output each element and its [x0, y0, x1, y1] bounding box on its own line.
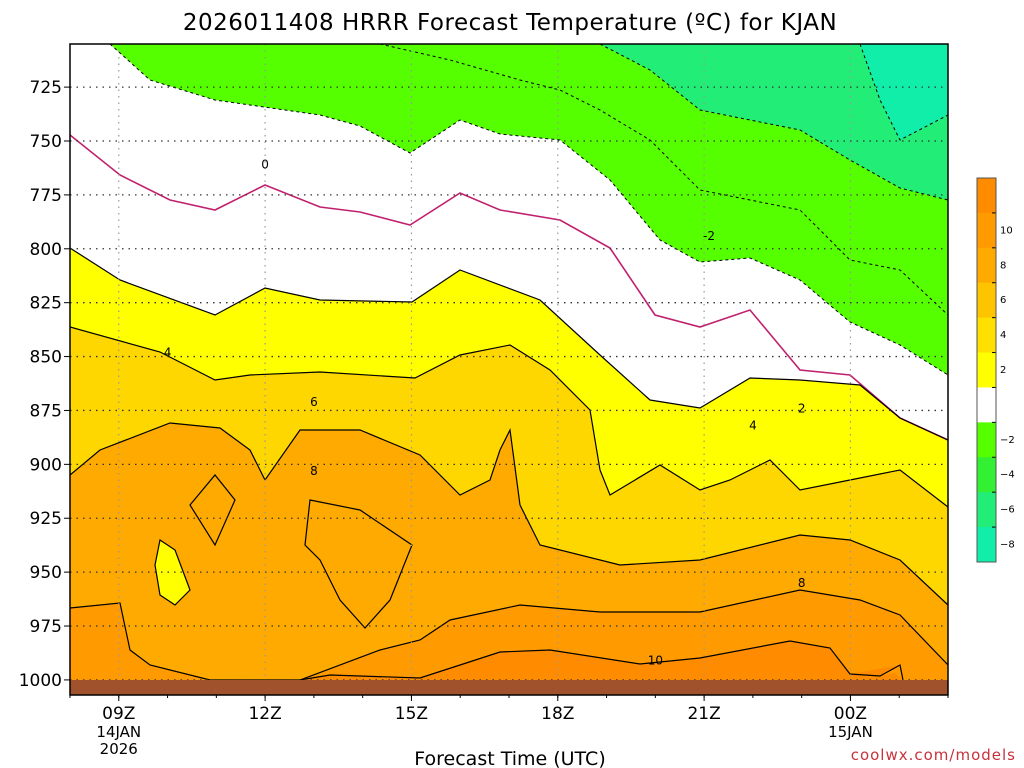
x-tick-label: 00Z [834, 704, 867, 724]
colorbar-label: 4 [1000, 330, 1006, 341]
fill-minus4-to-minus2c [110, 44, 948, 375]
y-tick-label: 725 [30, 78, 62, 98]
contour-label: -2 [703, 229, 715, 243]
vertical-gridlines [118, 44, 852, 695]
colorbar-swatch [977, 422, 996, 458]
colorbar-swatch [977, 317, 996, 354]
y-tick-label: 775 [30, 186, 62, 206]
colorbar-label: 8 [1000, 260, 1006, 271]
colorbar-frame [976, 177, 997, 563]
contour-line-6c [70, 422, 948, 606]
contour-line-4c [70, 326, 948, 508]
colorbar-swatch [977, 492, 996, 528]
x-tick-date: 2026 [100, 740, 138, 758]
contour-line-2c [70, 247, 948, 441]
chart-title: 2026011408 HRRR Forecast Temperature (ºC… [183, 10, 837, 36]
x-axis-label: Forecast Time (UTC) [414, 748, 605, 768]
contour-line-minus6c [599, 44, 948, 201]
credit-text: coolwx.com/models [851, 746, 1016, 764]
contour-line-8c-main [70, 589, 948, 681]
colorbar-label: −8 [1000, 540, 1015, 551]
contour-labels: 0 -2 2 4 4 6 8 8 10 [164, 158, 806, 668]
colorbar-swatch [977, 247, 996, 284]
y-tick-label: 1000 [19, 671, 62, 691]
colorbar-swatch [977, 457, 996, 493]
contour-label: 0 [261, 158, 269, 172]
y-tick-label: 950 [30, 563, 62, 583]
colorbar-swatch [977, 212, 996, 249]
fill-below-minus8c [860, 44, 948, 140]
contour-line-minus2c [109, 44, 948, 376]
contour-line-8c-island-a [189, 474, 236, 547]
fill-below-minus6c [600, 44, 948, 200]
colorbar-swatch [977, 527, 996, 563]
colorbar-swatch [977, 387, 996, 423]
x-tick-label: 15Z [395, 704, 428, 724]
x-tick-date: 14JAN [96, 723, 141, 741]
plot-area [70, 44, 948, 695]
colorbar-label: 2 [1000, 365, 1006, 376]
contour-label: 6 [310, 395, 318, 409]
x-tick-label: 18Z [541, 704, 574, 724]
contour-label: 8 [798, 576, 806, 590]
contour-label: 4 [164, 345, 172, 359]
colorbar-label: 10 [1000, 225, 1013, 236]
colorbar-label: −6 [1000, 505, 1015, 516]
colorbar-legend: 10 8 6 4 2 −2 −4 −6 −8 [976, 177, 1015, 563]
x-tick-date: 15JAN [828, 723, 873, 741]
y-tick-label: 750 [30, 132, 62, 152]
colorbar-swatch [977, 178, 996, 214]
ground-surface [70, 680, 948, 695]
contour-label: 10 [648, 654, 663, 668]
contour-line-8c-island-b [304, 499, 413, 629]
y-tick-label: 900 [30, 455, 62, 475]
y-tick-label: 800 [30, 240, 62, 260]
contour-label: 2 [798, 401, 806, 415]
contour-label: 4 [749, 419, 757, 433]
colorbar-swatch [977, 282, 996, 319]
y-axis: 725 750 775 800 825 850 875 900 925 950 975 1000 [19, 78, 70, 691]
y-tick-label: 825 [30, 294, 62, 314]
contour-line-4c-island [154, 539, 191, 606]
contour-line-minus4c [379, 44, 948, 316]
y-tick-label: 850 [30, 348, 62, 368]
contour-line-0c [70, 134, 948, 441]
y-tick-label: 975 [30, 617, 62, 637]
y-tick-label: 875 [30, 401, 62, 421]
colorbar-label: −4 [1000, 470, 1015, 481]
y-tick-label: 925 [30, 509, 62, 529]
contour-line-10c [299, 640, 904, 681]
colorbar-label: −2 [1000, 435, 1015, 446]
x-tick-label: 09Z [102, 704, 135, 724]
x-tick-label: 21Z [687, 704, 720, 724]
x-tick-label: 12Z [248, 704, 281, 724]
contour-label: 8 [310, 464, 318, 478]
colorbar-swatch [977, 352, 996, 388]
colorbar-label: 6 [1000, 295, 1006, 306]
